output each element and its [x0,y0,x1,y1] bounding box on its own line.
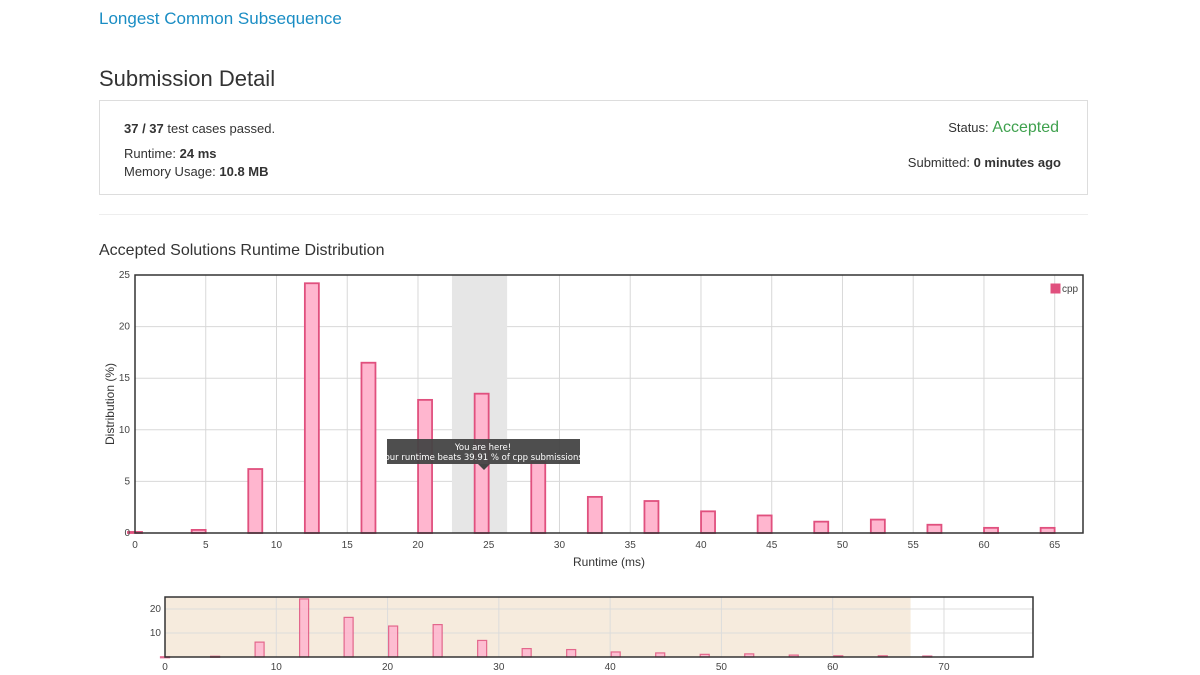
bar-20.5[interactable] [417,398,433,534]
navigator-bar-12.5 [299,598,310,658]
main-plot-frame [134,274,1084,534]
y-axis-label: Distribution (%) [103,363,117,445]
test-cases-count: 37 / 37 [124,121,164,136]
divider [99,214,1088,215]
x-tick-label: 20 [412,540,424,551]
navigator-x-tick-label: 10 [271,662,283,673]
y-tick-label: 20 [119,322,131,333]
legend-item-cpp[interactable]: cpp [1062,284,1079,295]
x-tick-label: 15 [342,540,354,551]
x-tick-label: 0 [132,540,138,551]
memory-value: 10.8 MB [219,164,269,179]
x-tick-label: 30 [554,540,566,551]
navigator-bar-28.5 [477,639,488,658]
y-tick-label: 10 [119,425,131,436]
test-cases-suffix: test cases passed. [167,121,276,136]
page-title: Submission Detail [99,66,276,91]
status-badge: Accepted [992,119,1059,136]
navigator-selection[interactable] [165,597,911,657]
bar-56.5[interactable] [926,523,943,534]
main-bars [127,282,1056,534]
x-tick-label: 5 [203,540,209,551]
status-summary: Status: Accepted [948,119,1059,137]
bar-36.5[interactable] [643,500,660,534]
bar-32.5[interactable] [586,495,603,534]
tooltip-box [387,439,580,464]
x-tick-label: 35 [625,540,637,551]
submission-detail-box: 37 / 37 test cases passed. Runtime: 24 m… [99,100,1088,195]
runtime-summary: Runtime: 24 ms [124,146,217,161]
submitted-summary: Submitted: 0 minutes ago [908,155,1061,170]
memory-label: Memory Usage: [124,164,216,179]
navigator-bar-32.5 [521,647,532,658]
main-x-ticks: 0 5 10 15 20 25 30 35 40 45 50 55 60 65 [132,540,1060,551]
navigator-x-tick-label: 50 [716,662,728,673]
tooltip-line2: Your runtime beats 39.91 % of cpp submis… [380,453,586,463]
x-tick-label: 40 [695,540,707,551]
memory-summary: Memory Usage: 10.8 MB [124,164,269,179]
bar-16.5[interactable] [360,361,377,534]
submitted-label: Submitted: [907,155,970,170]
bar-52.5[interactable] [869,518,886,534]
runtime-label: Runtime: [124,146,177,161]
navigator-x-tick-label: 60 [827,662,839,673]
tooltip: You are here! Your runtime beats 39.91 %… [380,439,586,470]
x-tick-label: 60 [978,540,990,551]
x-tick-label: 25 [483,540,495,551]
y-tick-label: 25 [119,270,131,281]
navigator-y-tick-label: 10 [150,628,162,639]
x-tick-label: 55 [908,540,920,551]
bar-64.5[interactable] [1039,526,1056,534]
x-tick-label: 65 [1049,540,1061,551]
navigator-selected-range[interactable] [165,597,911,657]
navigator-x-tick-label: 20 [382,662,394,673]
navigator-x-ticks: 0 10 20 30 40 50 60 70 [162,662,950,673]
navigator-bar-24.5 [432,623,443,658]
x-tick-label: 10 [271,540,283,551]
navigator-bar-20.5 [388,625,399,658]
bar-60.5[interactable] [983,526,999,534]
x-tick-label: 45 [766,540,778,551]
status-label: Status: [948,120,989,135]
y-tick-label: 0 [124,528,130,539]
navigator-x-tick-label: 0 [162,662,168,673]
navigator-bar-8.5 [254,641,265,658]
legend-swatch [1050,283,1061,294]
bar-12.5[interactable] [303,282,320,534]
bar-40.5[interactable] [700,510,716,534]
navigator-bar-40.5 [610,651,621,658]
navigator-y-ticks: 10 20 [150,604,162,639]
x-axis-label: Runtime (ms) [573,555,645,569]
navigator-bar-36.5 [566,648,577,658]
problem-link[interactable]: Longest Common Subsequence [99,9,342,28]
y-tick-label: 5 [124,476,130,487]
legend[interactable]: cpp [1050,283,1079,295]
runtime-value: 24 ms [179,146,217,161]
main-y-ticks: 0 5 10 15 20 25 [119,270,131,539]
chart-title: Accepted Solutions Runtime Distribution [99,242,385,259]
navigator-x-tick-label: 70 [938,662,950,673]
navigator-x-tick-label: 30 [493,662,505,673]
navigator-y-tick-label: 20 [150,604,162,615]
test-cases-summary: 37 / 37 test cases passed. [124,121,275,136]
tooltip-line1: You are here! [454,443,511,453]
tooltip-pointer [478,464,490,470]
navigator-x-tick-label: 40 [605,662,617,673]
bar-48.5[interactable] [813,520,830,534]
bar-8.5[interactable] [247,468,264,534]
bar-44.5[interactable] [756,514,773,534]
main-grid [134,274,1083,534]
bar-28.5[interactable] [530,460,547,534]
x-tick-label: 50 [837,540,849,551]
navigator-grid [164,597,1033,657]
y-tick-label: 15 [119,373,131,384]
navigator-bar-16.5 [343,616,354,658]
submitted-value: 0 minutes ago [973,155,1061,170]
navigator-frame[interactable] [164,596,1034,658]
